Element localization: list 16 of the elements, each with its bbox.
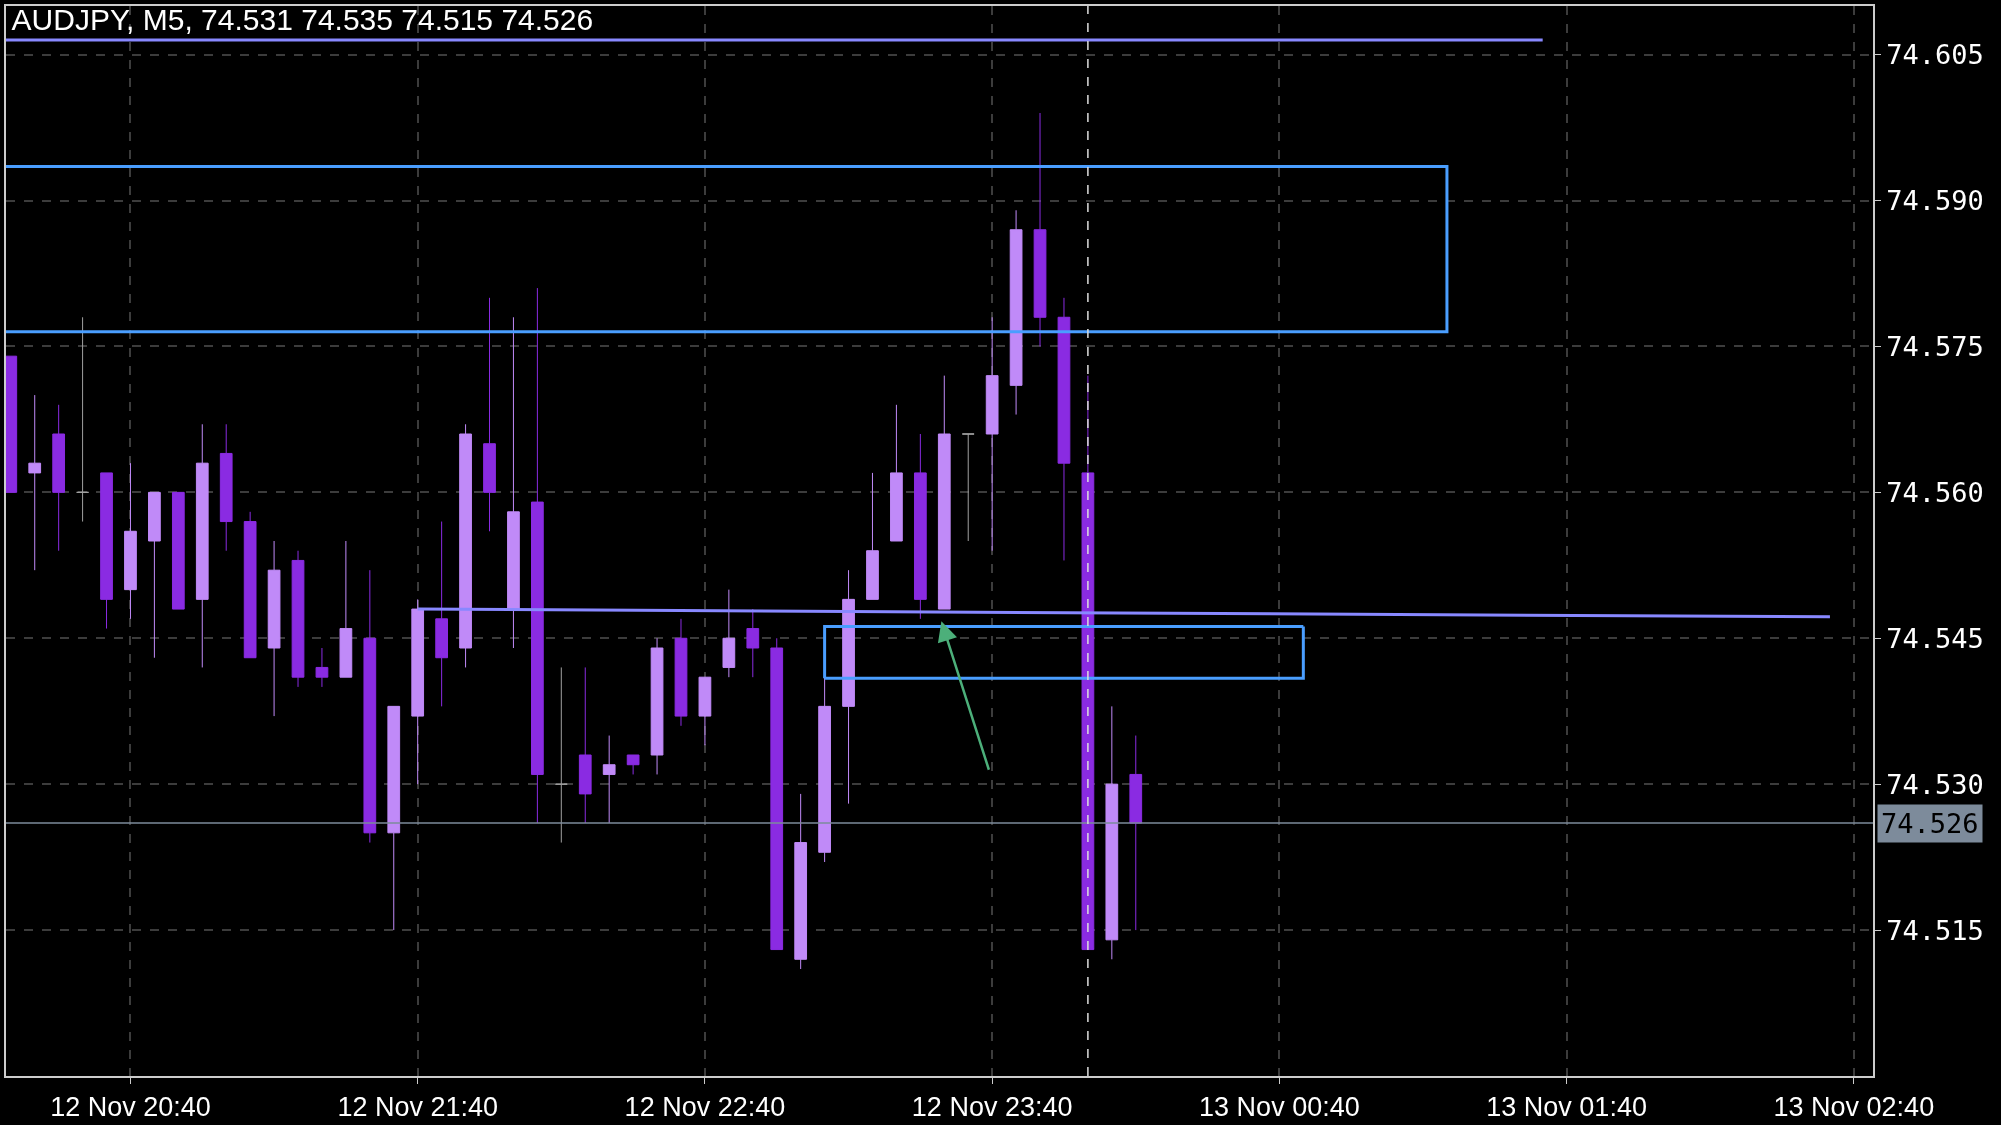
x-tick-label: 12 Nov 22:40 <box>624 1092 786 1123</box>
y-tick-label: 74.560 <box>1886 476 1984 508</box>
chart-title: AUDJPY, M5, 74.531 74.535 74.515 74.526 <box>11 3 594 36</box>
y-tick-label: 74.530 <box>1886 768 1984 800</box>
x-tick-label: 13 Nov 01:40 <box>1486 1092 1647 1123</box>
y-tick-label: 74.575 <box>1886 330 1984 362</box>
ref-line-label: 74.526 <box>1881 808 1979 839</box>
x-tick-label: 12 Nov 20:40 <box>50 1092 211 1123</box>
x-tick-label: 12 Nov 23:40 <box>911 1092 1073 1123</box>
x-tick-label: 13 Nov 00:40 <box>1199 1092 1360 1123</box>
x-tick-label: 13 Nov 02:40 <box>1773 1092 1935 1123</box>
y-tick-label: 74.605 <box>1886 39 1984 71</box>
y-tick-label: 74.515 <box>1886 914 1984 946</box>
y-tick-label: 74.590 <box>1886 185 1984 216</box>
y-tick-label: 74.545 <box>1886 622 1984 654</box>
x-tick-label: 12 Nov 21:40 <box>337 1092 499 1123</box>
